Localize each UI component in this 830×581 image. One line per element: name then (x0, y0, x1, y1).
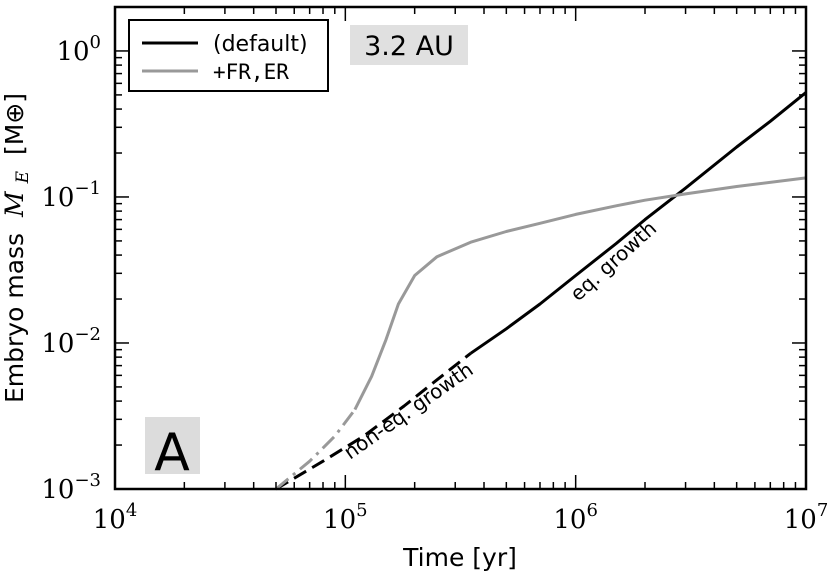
series-fr-er-segment-solid (353, 176, 807, 411)
series-default-segment-dashed (275, 352, 472, 491)
series-layer (275, 91, 807, 491)
y-axis-label: Embryo mass M E [M⊕] (0, 93, 34, 403)
x-tick-label: 106 (553, 500, 598, 535)
panel-label: A (145, 417, 200, 483)
y-axis-label-text: Embryo mass (0, 233, 29, 403)
y-axis-label-symbol: M (0, 190, 29, 218)
legend-label-default: (default) (213, 32, 308, 57)
x-tick-label: 105 (323, 500, 368, 535)
x-axis-label: Time [yr] (402, 543, 517, 572)
y-tick-label: 10−2 (41, 324, 101, 359)
series-fr-er-segment-dashdot (275, 408, 357, 491)
x-tick-label: 104 (93, 500, 138, 535)
legend: (default) +FR,ER (128, 19, 329, 92)
y-tick-label: 10−1 (41, 178, 101, 213)
location-text: 3.2 AU (364, 31, 454, 62)
location-label-box (350, 25, 468, 65)
y-tick-label: 10−3 (41, 470, 101, 505)
y-tick-labels: 10−3 10−2 10−1 100 (41, 32, 101, 505)
y-axis-label-subscript: E (13, 170, 33, 184)
panel-label-box (145, 417, 200, 474)
x-tick-label: 107 (784, 500, 829, 535)
x-tick-labels: 104 105 106 107 (93, 500, 829, 535)
plot-frame (113, 5, 808, 491)
panel-letter: A (154, 423, 190, 483)
legend-label-fr-er: +FR,ER (213, 60, 289, 84)
legend-box (128, 19, 329, 92)
location-label: 3.2 AU (350, 25, 468, 65)
series-default-segment-solid (469, 91, 807, 355)
y-tick-label: 100 (56, 32, 101, 67)
y-axis-label-unit: [M⊕] (0, 93, 29, 155)
